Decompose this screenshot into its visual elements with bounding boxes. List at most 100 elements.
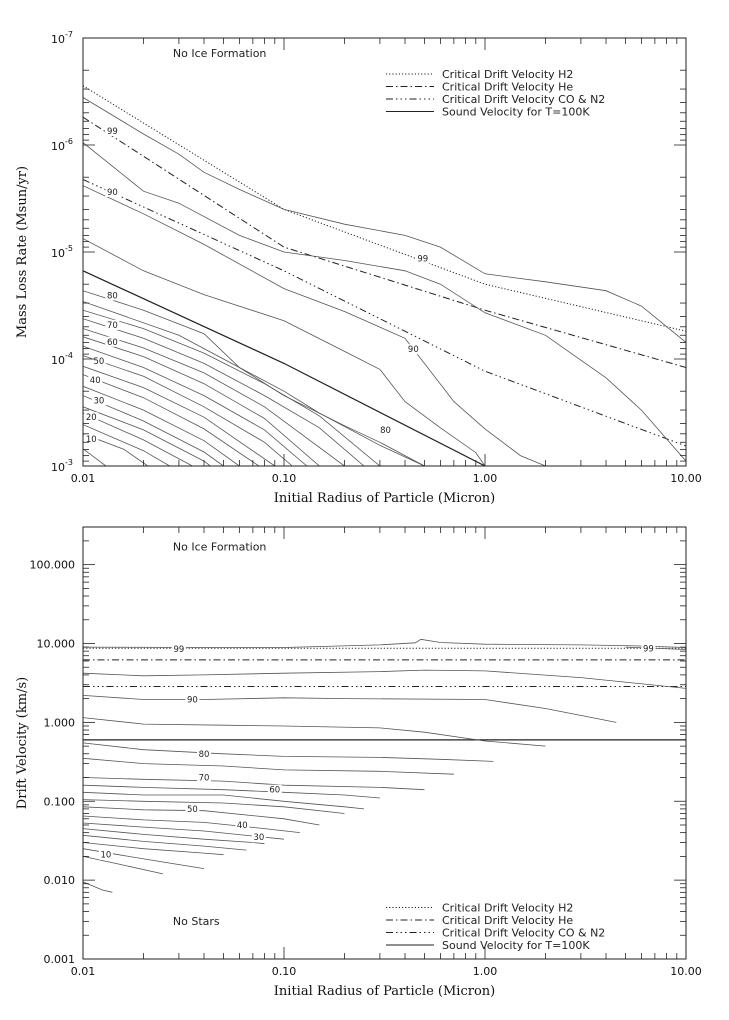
x-tick-label: 10.00 <box>670 472 702 485</box>
contour-label-80: 80 <box>380 426 391 436</box>
contour-line <box>83 881 113 893</box>
legend-label-sound-velocity-for-t-100k: Sound Velocity for T=100K <box>442 939 590 952</box>
contour-line <box>83 717 546 747</box>
contour-label-80: 80 <box>199 750 210 760</box>
contour-unlabeled-line <box>83 424 170 466</box>
contour-label-30: 30 <box>94 397 105 407</box>
contour-label-99: 99 <box>417 254 428 264</box>
y-tick-label: 10-4 <box>51 351 73 367</box>
contour-label-bg <box>84 434 99 445</box>
contour-label-99: 99 <box>173 645 184 655</box>
plot-area <box>83 638 686 893</box>
contour-unlabeled-line <box>83 309 381 466</box>
contour-label-30: 30 <box>253 833 264 843</box>
contour-label-bg <box>235 819 250 830</box>
contour-line <box>83 757 454 775</box>
contour-80-line <box>83 290 425 466</box>
contour-80-lower-line <box>83 301 425 466</box>
contour-label-bg <box>105 319 120 330</box>
contour-line <box>83 799 345 814</box>
contour-label-40: 40 <box>90 376 101 386</box>
contour-label-bg <box>185 694 200 705</box>
contour-label-50: 50 <box>187 805 198 815</box>
contour-label-bg <box>91 355 106 366</box>
contour-label-90: 90 <box>107 188 118 198</box>
x-tick-label: 0.01 <box>71 472 96 485</box>
sound-velocity-for-t-100k-line <box>83 270 486 466</box>
contour-label-bg <box>88 374 103 385</box>
contour-line <box>83 856 164 875</box>
contour-label-bg <box>267 784 282 795</box>
contour-label-bg <box>84 412 99 423</box>
contour-line <box>83 834 247 851</box>
contour-unlabeled-line <box>83 448 107 466</box>
legend-label-critical-drift-velocity-co-n2: Critical Drift Velocity CO & N2 <box>442 93 605 106</box>
contour-40-line <box>83 815 300 833</box>
contour-label-bg <box>171 644 186 655</box>
critical-drift-velocity-co-n2-line <box>83 179 686 447</box>
contour-80-line <box>83 742 494 762</box>
contour-line <box>83 784 380 799</box>
y-tick-label: 0.100 <box>44 795 76 808</box>
legend-label-critical-drift-velocity-he: Critical Drift Velocity He <box>442 914 573 927</box>
contour-unlabeled-line <box>83 345 308 466</box>
contour-99-line <box>83 97 686 343</box>
contour-70-line <box>83 318 365 466</box>
contour-label-60: 60 <box>269 786 280 796</box>
plot-area <box>83 85 686 466</box>
y-tick-label: 1.000 <box>44 716 76 729</box>
contour-label-bg <box>641 643 656 654</box>
y-tick-label: 10.000 <box>37 638 76 651</box>
contour-20-line <box>83 412 193 466</box>
contour-label-90: 90 <box>187 696 198 706</box>
contour-label-bg <box>406 344 421 355</box>
critical-drift-velocity-h2-line <box>83 85 686 332</box>
contour-label-20: 20 <box>86 413 97 423</box>
contour-label-99: 99 <box>107 127 118 137</box>
plot-frame <box>82 526 687 960</box>
x-tick-label: 1.00 <box>473 965 498 978</box>
x-tick-label: 0.10 <box>272 472 297 485</box>
y-tick-label: 10-5 <box>51 244 73 260</box>
legend-label-critical-drift-velocity-h2: Critical Drift Velocity H2 <box>442 68 573 81</box>
contour-unlabeled-line <box>83 365 276 466</box>
contour-60-line <box>83 336 320 466</box>
y-tick-label: 10-7 <box>51 30 73 46</box>
contour-label-bg <box>197 772 212 783</box>
contour-label-bg <box>251 832 266 843</box>
contour-unlabeled-line <box>83 406 211 466</box>
y-tick-label: 10-3 <box>51 458 73 474</box>
drift-velocity-panel: 99 99 90 80 70 60 50 40 30 10 0.01 0.10 1.00 10.00 0.0… <box>15 526 702 999</box>
y-tick-label: 0.001 <box>44 953 76 966</box>
contour-70-line <box>83 777 425 791</box>
contour-90-lower-line <box>83 238 486 466</box>
contour-label-80: 80 <box>107 291 118 301</box>
contour-label-50: 50 <box>94 357 105 367</box>
annotation-no-ice-formation: No Ice Formation <box>173 47 267 60</box>
y-axis-label: Drift Velocity (km/s) <box>15 677 30 809</box>
contour-50-line <box>83 355 293 466</box>
contour-unlabeled-line <box>83 328 345 466</box>
x-axis-label: Initial Radius of Particle (Micron) <box>274 491 495 506</box>
contour-40-line <box>83 374 260 466</box>
x-tick-label: 0.01 <box>71 965 96 978</box>
contour-label-bg <box>185 803 200 814</box>
contour-99-line <box>83 638 686 648</box>
contour-line <box>83 842 224 856</box>
contour-label-bg <box>105 336 120 347</box>
contour-label-bg <box>415 253 430 264</box>
contour-label-10: 10 <box>86 435 97 445</box>
contour-30-line <box>83 828 265 845</box>
contour-30-line <box>83 395 224 466</box>
legend-label-sound-velocity-for-t-100k: Sound Velocity for T=100K <box>442 106 590 119</box>
x-tick-label: 10.00 <box>670 965 702 978</box>
contour-label-40: 40 <box>237 821 248 831</box>
contour-label-bg <box>91 395 106 406</box>
contour-label-60: 60 <box>107 338 118 348</box>
legend-label-critical-drift-velocity-he: Critical Drift Velocity He <box>442 81 573 94</box>
contour-99-right-line <box>625 646 686 650</box>
